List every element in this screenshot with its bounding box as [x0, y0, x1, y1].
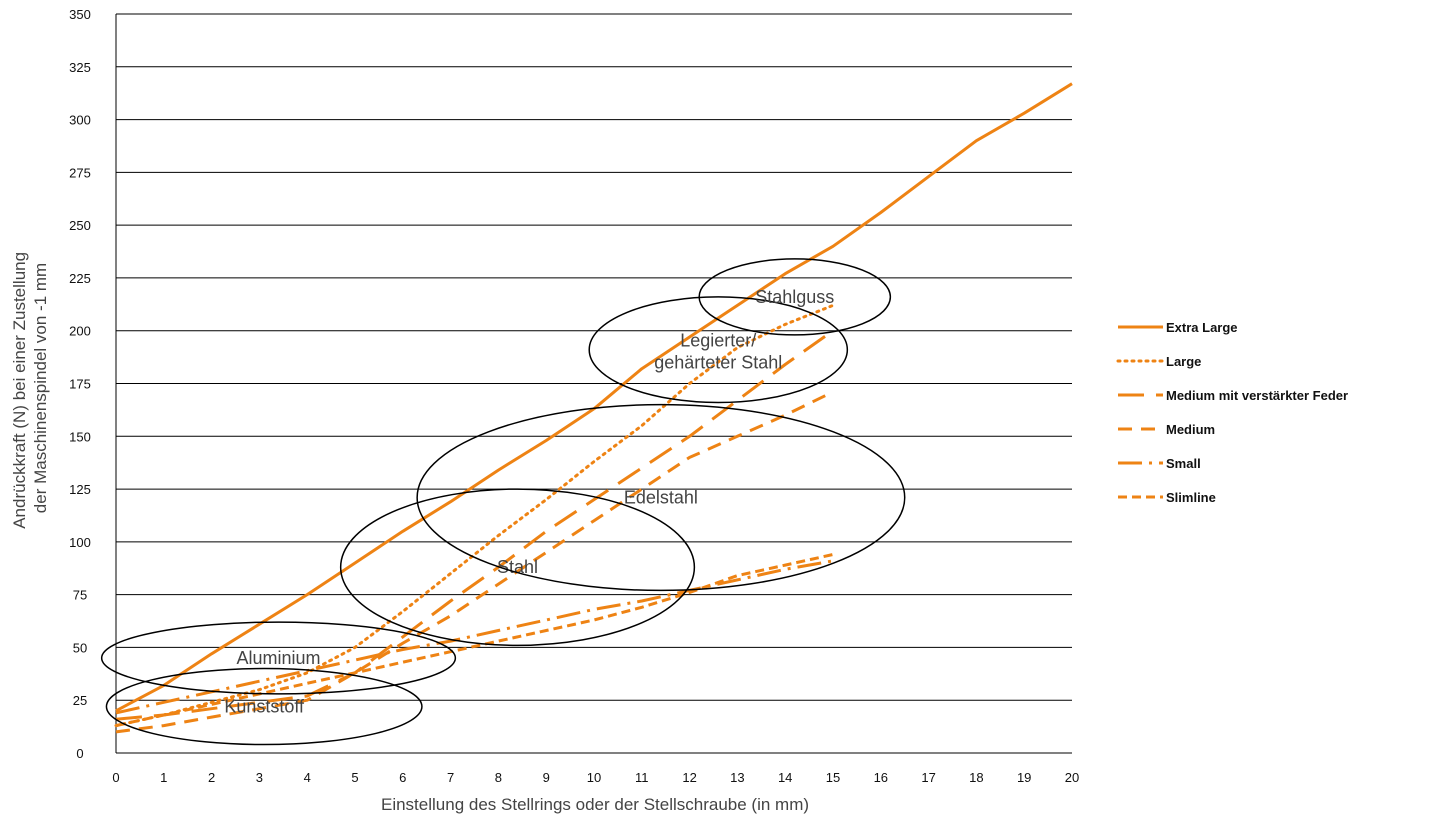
region-label-3: Edelstahl — [624, 488, 698, 508]
x-tick-label: 14 — [778, 770, 792, 785]
x-tick-label: 13 — [730, 770, 744, 785]
x-tick-label: 15 — [826, 770, 840, 785]
y-tick-label: 225 — [69, 271, 91, 286]
y-axis-title-line-2: der Maschinenspindel von -1 mm — [31, 263, 50, 513]
y-tick-label: 25 — [73, 693, 87, 708]
x-tick-label: 1 — [160, 770, 167, 785]
x-tick-label: 12 — [682, 770, 696, 785]
legend-label-1: Large — [1166, 354, 1201, 369]
y-tick-label: 100 — [69, 535, 91, 550]
y-tick-label: 0 — [76, 746, 83, 761]
legend-label-0: Extra Large — [1166, 320, 1238, 335]
legend: Extra Large Large Medium mit verstärkter F… — [1116, 320, 1348, 505]
region-label-4-line-2: gehärteter Stahl — [654, 353, 782, 373]
region-ellipse-3 — [416, 403, 906, 592]
region-ellipse-1 — [100, 621, 457, 695]
region-label-4: Legierter/ — [680, 331, 756, 351]
x-tick-label: 5 — [351, 770, 358, 785]
x-tick-label: 10 — [587, 770, 601, 785]
y-tick-label: 150 — [69, 429, 91, 444]
series-line-2 — [115, 329, 834, 721]
legend-label-5: Slimline — [1166, 490, 1216, 505]
y-tick-label: 75 — [73, 588, 87, 603]
legend-label-4: Small — [1166, 456, 1201, 471]
region-label-2: Stahl — [497, 557, 538, 577]
region-label-1: Aluminium — [237, 648, 321, 668]
x-tick-label: 18 — [969, 770, 983, 785]
x-tick-label: 8 — [495, 770, 502, 785]
x-tick-label: 6 — [399, 770, 406, 785]
y-tick-labels: 0 25 50 75 100 125 150 175 200 225 250 275 300 325 350 — [69, 7, 91, 761]
y-tick-label: 275 — [69, 165, 91, 180]
series-line-0 — [115, 82, 1073, 713]
series-line-3 — [115, 390, 834, 734]
y-tick-label: 350 — [69, 7, 91, 22]
x-tick-label: 11 — [635, 770, 649, 785]
y-tick-label: 325 — [69, 60, 91, 75]
y-axis-title-line-1: Andrückkraft (N) bei einer Zustellung — [10, 252, 29, 529]
region-ellipse-0 — [105, 667, 423, 746]
y-axis-title: Andrückkraft (N) bei einer Zustellung de… — [10, 247, 50, 529]
series-line-5 — [115, 553, 834, 728]
region-ellipse-2 — [339, 488, 696, 647]
x-tick-label: 7 — [447, 770, 454, 785]
y-tick-label: 50 — [73, 640, 87, 655]
y-tick-label: 175 — [69, 377, 91, 392]
legend-label-2: Medium mit verstärkter Feder — [1166, 388, 1348, 403]
material-regions: Kunststoff Aluminium Stahl Edelstahl Legiert… — [100, 258, 906, 746]
x-tick-label: 9 — [543, 770, 550, 785]
x-tick-label: 17 — [921, 770, 935, 785]
y-tick-label: 200 — [69, 324, 91, 339]
x-tick-label: 2 — [208, 770, 215, 785]
x-tick-label: 4 — [304, 770, 311, 785]
y-tick-label: 125 — [69, 482, 91, 497]
region-label-5: Stahlguss — [755, 287, 834, 307]
grid-lines — [115, 13, 1072, 754]
y-tick-label: 250 — [69, 218, 91, 233]
x-tick-label: 20 — [1065, 770, 1079, 785]
x-tick-label: 16 — [874, 770, 888, 785]
x-tick-labels: 0 1 2 3 4 5 6 7 8 9 10 11 12 13 14 15 16 17 18 19 20 — [112, 770, 1079, 785]
x-tick-label: 0 — [112, 770, 119, 785]
x-tick-label: 19 — [1017, 770, 1031, 785]
series-line-1 — [114, 303, 835, 728]
x-axis-title: Einstellung des Stellrings oder der Stel… — [381, 795, 809, 814]
region-ellipse-5 — [698, 258, 892, 336]
region-ellipse-4 — [588, 296, 849, 404]
y-tick-label: 300 — [69, 113, 91, 128]
legend-label-3: Medium — [1166, 422, 1215, 437]
region-label-0: Kunststoff — [224, 697, 305, 717]
x-tick-label: 3 — [256, 770, 263, 785]
